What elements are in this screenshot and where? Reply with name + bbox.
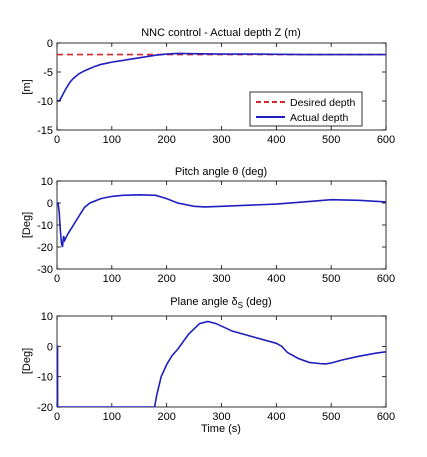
y-tick-label: -10	[37, 372, 53, 384]
x-tick-label: 300	[212, 273, 230, 285]
pitch-panel-title: Pitch angle θ (deg)	[175, 166, 267, 178]
y-tick-label: -15	[37, 125, 53, 137]
legend-actual-label: Actual depth	[290, 112, 349, 124]
x-axis-label: Time (s)	[201, 423, 241, 435]
x-tick-label: 0	[54, 134, 60, 146]
series-line-0-1	[57, 52, 386, 102]
x-tick-label: 500	[322, 273, 340, 285]
x-tick-label: 100	[103, 411, 121, 423]
plane-angle-panel: Plane angle δS (deg) [Deg] Time (s) 0 100…	[21, 296, 395, 435]
plane-angle-title-sub: S	[238, 301, 243, 310]
x-tick-label: 600	[377, 134, 395, 146]
pitch-y-axis-label: [Deg]	[21, 212, 33, 238]
plane-angle-y-axis-label: [Deg]	[21, 348, 33, 374]
y-tick-label: 0	[47, 38, 53, 50]
y-tick-label: 10	[41, 311, 53, 323]
y-tick-label: -10	[37, 96, 53, 108]
y-tick-label: -10	[37, 220, 53, 232]
y-tick-label: 10	[41, 176, 53, 188]
depth-panel-title: NNC control - Actual depth Z (m)	[141, 27, 301, 39]
x-tick-label: 400	[267, 273, 285, 285]
depth-legend: Desired depth Actual depth	[249, 91, 363, 127]
x-tick-label: 300	[212, 411, 230, 423]
y-tick-label: -20	[37, 402, 53, 414]
x-tick-label: 200	[157, 273, 175, 285]
depth-y-axis-label: [m]	[21, 79, 33, 94]
y-tick-label: 0	[47, 341, 53, 353]
y-tick-label: 0	[47, 198, 53, 210]
x-tick-label: 400	[267, 134, 285, 146]
x-tick-label: 100	[103, 273, 121, 285]
x-tick-label: 0	[54, 411, 60, 423]
x-tick-label: 200	[157, 411, 175, 423]
x-tick-label: 0	[54, 273, 60, 285]
y-tick-label: -30	[37, 264, 53, 276]
x-tick-label: 500	[322, 411, 340, 423]
x-tick-label: 400	[267, 411, 285, 423]
x-tick-label: 100	[103, 134, 121, 146]
x-tick-label: 600	[377, 273, 395, 285]
plane-angle-plot-area	[56, 315, 387, 408]
y-tick-label: -5	[43, 67, 53, 79]
pitch-panel: Pitch angle θ (deg) [Deg] 0 100 200 300 400 5…	[21, 166, 395, 285]
y-tick-label: -20	[37, 242, 53, 254]
legend-box	[249, 91, 363, 127]
x-tick-label: 200	[157, 134, 175, 146]
depth-panel: NNC control - Actual depth Z (m) [m] Des…	[21, 27, 395, 146]
x-tick-label: 300	[212, 134, 230, 146]
pitch-plot-area	[56, 180, 387, 270]
plane-angle-panel-title: Plane angle δS (deg)	[170, 296, 271, 310]
legend-desired-label: Desired depth	[290, 97, 356, 109]
plane-angle-title-base: Plane angle δ	[170, 296, 237, 308]
x-tick-label: 500	[322, 134, 340, 146]
series-line-2-0	[57, 320, 386, 407]
series-line-1-0	[57, 194, 386, 248]
plane-angle-title-suffix: (deg)	[243, 296, 272, 308]
x-tick-label: 600	[377, 411, 395, 423]
